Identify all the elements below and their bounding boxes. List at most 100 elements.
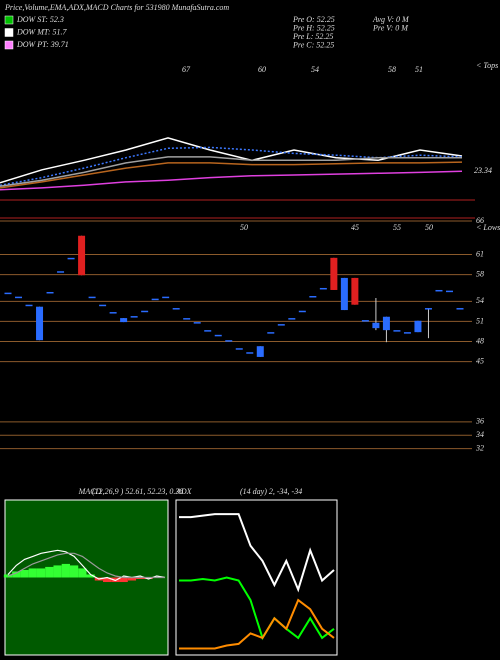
stat: Pre C: 52.25	[292, 40, 334, 49]
candle-body	[445, 290, 453, 293]
page-title: Price,Volume,EMA,ADX,MACD Charts for 531…	[4, 3, 229, 12]
annotation: 45	[351, 223, 359, 232]
stat: Pre V: 0 M	[372, 23, 409, 32]
lows-label: < Lows	[476, 223, 500, 232]
candle-body	[288, 318, 296, 320]
end-label: 23.34	[474, 166, 492, 175]
histogram-bar	[45, 566, 54, 578]
series-line	[7, 549, 166, 582]
legend-swatch	[4, 40, 14, 50]
histogram-bar	[61, 563, 70, 578]
y-tick-label: 45	[476, 356, 484, 365]
candle-body	[109, 312, 117, 314]
candle-body	[298, 310, 306, 313]
histogram-bar	[28, 568, 37, 578]
legend-label: DOW MT: 51.7	[16, 27, 68, 36]
series-line	[0, 170, 463, 191]
candle-body	[372, 322, 380, 329]
histogram-bar	[136, 577, 145, 580]
candle-body	[225, 340, 233, 342]
series-line	[179, 598, 335, 650]
histogram-bar	[12, 571, 21, 578]
candle-body	[393, 330, 401, 332]
candle-body	[309, 295, 317, 298]
y-tick-label: 58	[476, 269, 484, 278]
candle-body	[435, 289, 443, 292]
candle-body	[151, 298, 159, 301]
candle-body	[361, 320, 369, 322]
candle-body	[46, 291, 54, 294]
histogram-bar	[111, 577, 120, 583]
candle-body	[204, 330, 212, 332]
annotation: 55	[393, 223, 401, 232]
peak-label: 51	[415, 65, 423, 74]
candle-body	[456, 308, 464, 310]
adx-title: ADX	[175, 487, 193, 496]
candle-body	[162, 296, 170, 299]
annotation: 50	[240, 223, 248, 232]
candle-body	[256, 346, 264, 357]
legend-swatch	[4, 28, 14, 37]
macd-title: MACD	[78, 487, 102, 496]
candle-body	[340, 277, 348, 311]
adx-params: (14 day) 2, -34, -34	[240, 487, 302, 496]
histogram-bar	[103, 577, 112, 583]
y-tick-label: 36	[475, 417, 484, 426]
panel-background	[175, 499, 338, 656]
candle-body	[319, 287, 327, 290]
stat: Avg V: 0 M	[372, 15, 410, 24]
candle-body	[25, 304, 33, 307]
histogram-bar	[119, 577, 128, 583]
candle-body	[183, 318, 191, 320]
candle-body	[403, 332, 411, 334]
annotation: 50	[425, 223, 433, 232]
y-tick-label: 34	[475, 430, 484, 439]
histogram-bar	[36, 568, 46, 578]
candle-body	[99, 304, 107, 307]
series-line	[179, 513, 335, 593]
y-tick-label: 61	[476, 249, 484, 258]
y-tick-label: 66	[476, 216, 484, 225]
histogram-bar	[78, 568, 87, 578]
stat: Pre L: 52.25	[292, 32, 333, 41]
peak-label: 58	[388, 65, 396, 74]
candle-body	[424, 308, 432, 310]
candle-body	[36, 306, 44, 341]
peak-label: 54	[311, 65, 319, 74]
y-tick-label: 48	[476, 336, 484, 345]
candle-body	[67, 257, 75, 260]
macd-params: (12,26,9 ) 52.61, 52.23, 0.38	[92, 487, 183, 496]
series-line	[0, 137, 463, 184]
histogram-bar	[86, 574, 95, 578]
histogram-bar	[144, 577, 153, 580]
histogram-bar	[127, 577, 137, 581]
candle-body	[351, 277, 359, 305]
candle-body	[88, 296, 96, 299]
candle-body	[330, 257, 338, 290]
y-tick-label: 51	[476, 316, 484, 325]
candle-body	[120, 318, 128, 323]
candle-body	[78, 235, 86, 276]
peak-label: 60	[258, 65, 266, 74]
candle-body	[172, 308, 180, 310]
candle-body	[193, 322, 201, 324]
candle-body	[246, 352, 254, 354]
histogram-bar	[53, 565, 62, 578]
series-line	[179, 576, 335, 641]
peak-label: 67	[182, 65, 191, 74]
series-line	[0, 161, 463, 189]
series-line	[7, 552, 165, 579]
candle-body	[235, 348, 243, 350]
histogram-bar	[69, 565, 79, 578]
candle-body	[214, 334, 222, 337]
candle-body	[382, 316, 390, 331]
legend-label: DOW PT: 39.71	[16, 40, 69, 49]
y-tick-label: 32	[475, 443, 484, 452]
candle-body	[57, 271, 65, 273]
candle-body	[130, 316, 138, 318]
legend-label: DOW ST: 52.3	[16, 15, 64, 24]
candle-body	[267, 332, 275, 334]
y-tick-label: 54	[476, 296, 484, 305]
stat: Pre O: 52.25	[292, 15, 335, 24]
